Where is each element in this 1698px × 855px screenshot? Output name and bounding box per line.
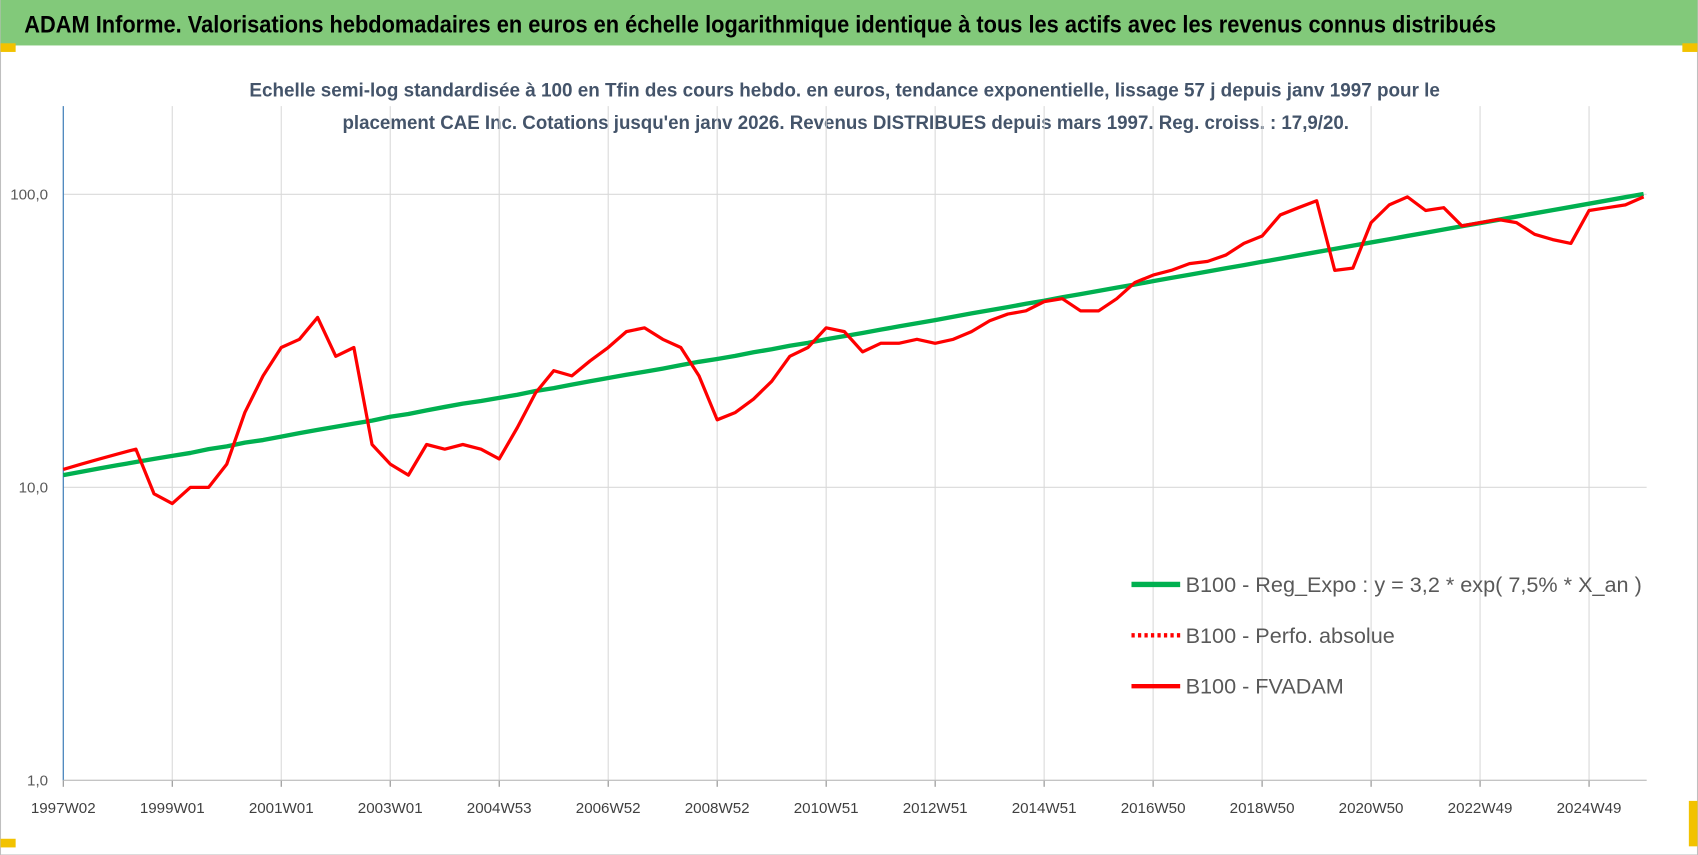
legend-label: B100 - Reg_Expo : y = 3,2 * exp( 7,5% * … bbox=[1186, 572, 1642, 597]
corner bbox=[0, 838, 16, 848]
series-line bbox=[62, 191, 1644, 478]
y-tick-label: 100,0 bbox=[10, 187, 48, 204]
x-tick-label: 2006W52 bbox=[576, 800, 641, 817]
x-tick-label: 2008W52 bbox=[685, 800, 750, 817]
x-tick-label: 2022W49 bbox=[1448, 800, 1513, 817]
chart-title: ADAM Informe. Valorisations hebdomadaire… bbox=[24, 11, 1496, 38]
x-tick-label: 1999W01 bbox=[140, 800, 205, 817]
corner bbox=[1682, 43, 1698, 52]
y-tick-label: 1,0 bbox=[27, 773, 48, 790]
x-tick-label: 2001W01 bbox=[249, 800, 314, 817]
title-bar bbox=[0, 0, 1698, 46]
x-tick-label: 2012W51 bbox=[903, 800, 968, 817]
x-tick-label: 2014W51 bbox=[1012, 800, 1077, 817]
x-tick-label: 2003W01 bbox=[358, 800, 423, 817]
subtitle: placement CAE Inc. Cotations jusqu'en ja… bbox=[342, 112, 1349, 134]
x-tick-label: 1997W02 bbox=[31, 800, 96, 817]
legend-label: B100 - FVADAM bbox=[1186, 674, 1344, 699]
x-tick-label: 2018W50 bbox=[1230, 800, 1295, 817]
x-tick-label: 2016W50 bbox=[1121, 800, 1186, 817]
subtitle: Echelle semi-log standardisée à 100 en T… bbox=[249, 79, 1440, 101]
corner bbox=[0, 43, 16, 52]
series-line bbox=[62, 195, 1645, 506]
corner bbox=[1688, 800, 1698, 847]
x-tick-label: 2010W51 bbox=[794, 800, 859, 817]
x-tick-label: 2024W49 bbox=[1557, 800, 1622, 817]
y-tick-label: 10,0 bbox=[19, 480, 48, 497]
legend-label: B100 - Perfo. absolue bbox=[1186, 623, 1395, 648]
x-tick-label: 2004W53 bbox=[467, 800, 532, 817]
plot-area: 1,0 10,0 100,0 1997W02 1999W01 2001W01 2003W01… bbox=[10, 106, 1647, 817]
x-tick-label: 2020W50 bbox=[1339, 800, 1404, 817]
